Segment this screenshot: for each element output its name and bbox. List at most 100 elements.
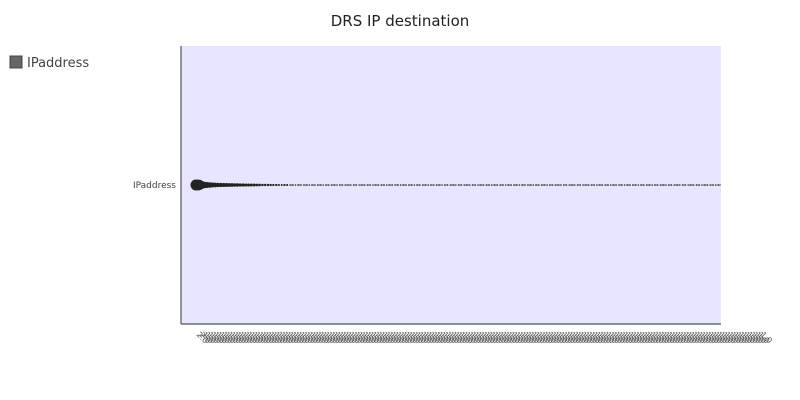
data-point: [557, 184, 559, 186]
chart-title: DRS IP destination: [331, 12, 470, 30]
data-point: [441, 184, 443, 186]
data-point: [294, 184, 297, 186]
data-point: [385, 184, 388, 186]
data-point: [648, 184, 651, 186]
data-point: [322, 184, 324, 186]
data-point: [474, 184, 477, 186]
data-point: [338, 184, 341, 186]
data-point: [714, 184, 717, 186]
data-point: [427, 184, 430, 186]
data-point: [408, 184, 410, 186]
data-point: [372, 184, 374, 186]
data-point: [477, 184, 479, 186]
data-point: [303, 184, 305, 186]
data-point: [377, 184, 380, 186]
data-point: [690, 184, 692, 186]
data-point: [579, 184, 582, 186]
data-point: [311, 184, 313, 186]
data-point: [479, 184, 482, 186]
data-point: [286, 184, 289, 186]
data-point: [244, 183, 248, 187]
data-point: [325, 184, 327, 186]
data-point: [246, 183, 251, 187]
data-point: [554, 184, 557, 186]
data-point: [535, 184, 537, 186]
data-point: [277, 184, 280, 186]
data-point: [524, 184, 526, 186]
data-point: [305, 184, 308, 186]
data-point: [518, 184, 521, 186]
data-point: [300, 184, 302, 186]
data-point: [493, 184, 496, 186]
data-point: [394, 184, 396, 186]
data-point: [656, 184, 659, 186]
data-point: [615, 184, 618, 186]
data-point: [684, 184, 687, 186]
data-point: [712, 184, 714, 186]
data-point: [416, 184, 418, 186]
data-point: [252, 183, 256, 187]
data-point: [263, 183, 267, 187]
data-point: [388, 184, 391, 186]
data-point: [549, 184, 551, 186]
data-point: [361, 184, 363, 186]
data-point: [654, 184, 656, 186]
data-point: [308, 184, 311, 186]
data-point: [344, 184, 347, 186]
data-point: [444, 184, 446, 186]
data-point: [221, 182, 226, 188]
data-point: [698, 184, 700, 186]
data-points: [190, 179, 720, 191]
data-point: [347, 184, 349, 186]
data-point: [402, 184, 405, 186]
data-point: [507, 184, 510, 186]
data-point: [235, 183, 240, 187]
data-point: [521, 184, 524, 186]
data-point: [291, 184, 294, 186]
data-point: [593, 184, 595, 186]
data-point: [510, 184, 512, 186]
data-point: [573, 184, 576, 186]
data-point: [435, 184, 438, 186]
data-point: [532, 184, 535, 186]
data-point: [659, 184, 662, 186]
data-point: [504, 184, 507, 186]
data-point: [463, 184, 465, 186]
data-point: [703, 184, 706, 186]
data-point: [543, 184, 546, 186]
data-point: [587, 184, 590, 186]
data-point: [488, 184, 490, 186]
data-point: [457, 184, 460, 186]
data-point: [596, 184, 598, 186]
data-point: [369, 184, 371, 186]
data-point: [460, 184, 463, 186]
data-point: [446, 184, 449, 186]
data-point: [679, 184, 681, 186]
data-point: [620, 184, 623, 186]
data-point: [452, 184, 454, 186]
data-point: [676, 184, 678, 186]
data-point: [623, 184, 626, 186]
x-tick-labels: 2.02.01.01.01.01.01.01.01.01.01.01.01.01…: [195, 330, 774, 345]
data-point: [612, 184, 615, 186]
data-point: [687, 184, 689, 186]
data-point: [238, 183, 242, 187]
data-point: [449, 184, 452, 186]
data-point: [502, 184, 504, 186]
data-point: [380, 184, 383, 186]
data-point: [706, 184, 709, 186]
data-point: [383, 184, 385, 186]
data-point: [224, 183, 229, 187]
data-point: [568, 184, 571, 186]
data-point: [681, 184, 684, 186]
data-point: [258, 183, 261, 187]
data-point: [314, 184, 316, 186]
data-point: [275, 183, 278, 187]
data-point: [330, 184, 333, 186]
data-point: [255, 183, 259, 187]
data-point: [397, 184, 399, 186]
data-point: [665, 184, 667, 186]
data-point: [651, 184, 653, 186]
data-point: [565, 184, 568, 186]
data-point: [590, 184, 593, 186]
